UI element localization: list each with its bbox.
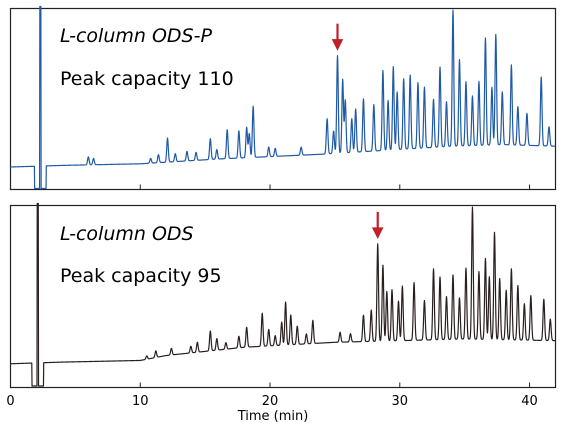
- panel-bottom-frame: [9, 204, 557, 389]
- x-tick-label-0: 0: [6, 394, 14, 409]
- x-tick-label-20: 20: [262, 394, 279, 409]
- panel-bottom-peak-capacity: Peak capacity 95: [60, 265, 222, 287]
- panel-top-frame: [9, 7, 557, 191]
- panel-top-title: L-column ODS-P: [60, 25, 212, 47]
- arrow-head: [371, 227, 384, 239]
- highlight-arrow-bottom: [371, 211, 384, 239]
- chromatogram-trace-bottom: [10, 202, 556, 387]
- x-tick-label-30: 30: [392, 394, 409, 409]
- highlight-arrow-top: [331, 23, 344, 51]
- x-tick-label-40: 40: [521, 394, 538, 409]
- x-axis-label: Time (min): [237, 409, 309, 424]
- x-tick-label-10: 10: [132, 394, 149, 409]
- panel-bottom-title: L-column ODS: [60, 223, 194, 245]
- panel-top: L-column ODS-P Peak capacity 110: [9, 5, 557, 191]
- panel-bottom: L-column ODS Peak capacity 95: [9, 202, 557, 389]
- x-axis-tick-labels: 0 10 20 30 40: [6, 394, 537, 409]
- chromatogram-trace-top: [10, 5, 556, 190]
- panel-top-peak-capacity: Peak capacity 110: [60, 68, 234, 90]
- panel-top-ticks: [10, 184, 531, 190]
- arrow-head: [331, 39, 344, 51]
- panel-bottom-ticks: [10, 382, 531, 388]
